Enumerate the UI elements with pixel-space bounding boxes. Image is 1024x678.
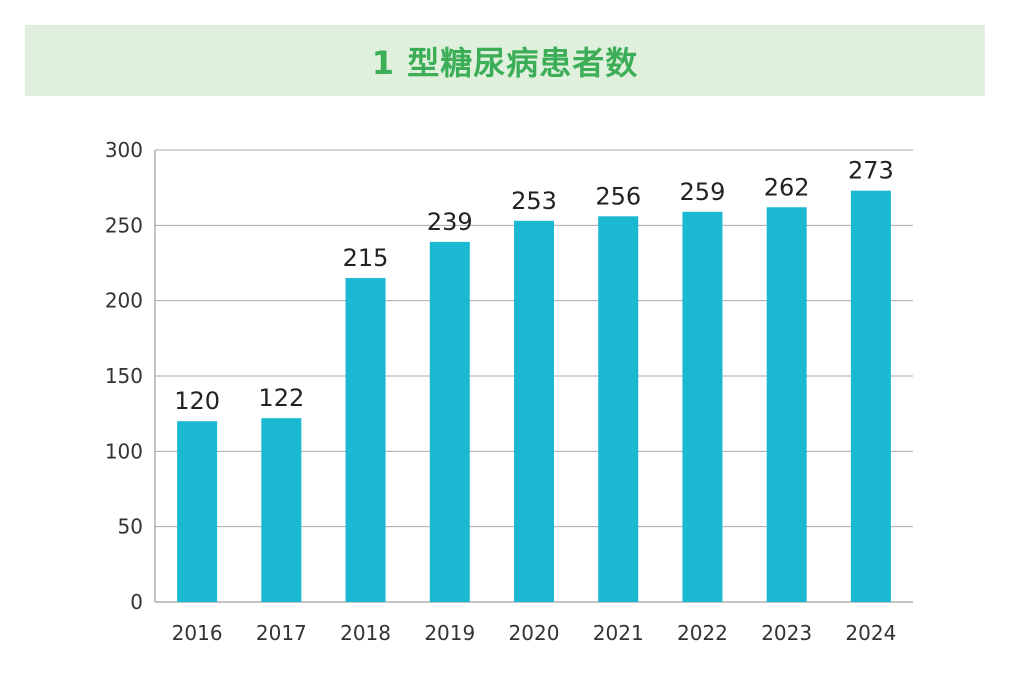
y-tick-label-200: 200 [105,289,143,313]
y-tick-label-100: 100 [105,439,143,463]
data-label-2021: 256 [595,182,641,210]
bar-2024 [850,190,891,602]
title-band: 1 型糖尿病患者数 [25,25,985,96]
x-tick-label-2019: 2019 [424,621,475,645]
y-tick-label-150: 150 [105,364,143,388]
y-tick-label-50: 50 [118,515,143,539]
x-tick-label-2017: 2017 [256,621,307,645]
data-label-2016: 120 [174,387,220,415]
x-tick-label-2022: 2022 [677,621,728,645]
x-tick-label-2024: 2024 [845,621,896,645]
bar-2018 [345,278,386,602]
x-tick-label-2018: 2018 [340,621,391,645]
y-tick-label-0: 0 [130,590,143,614]
data-label-2024: 273 [848,157,894,185]
x-tick-label-2016: 2016 [172,621,223,645]
data-label-2020: 253 [511,187,557,215]
x-tick-label-2021: 2021 [593,621,644,645]
bar-2017 [261,418,302,602]
bar-2020 [514,220,554,602]
data-label-2017: 122 [258,384,304,412]
data-label-2019: 239 [427,208,473,236]
y-tick-label-250: 250 [105,213,143,237]
x-tick-label-2023: 2023 [761,621,812,645]
data-label-2023: 262 [764,173,810,201]
bar-2022 [682,211,723,603]
bar-2023 [766,207,807,602]
data-label-2022: 259 [680,178,726,206]
bar-2021 [598,216,639,602]
data-label-2018: 215 [343,244,389,272]
bar-2016 [177,421,218,602]
chart-title: 1 型糖尿病患者数 [371,43,639,82]
bar-2019 [429,241,470,602]
y-tick-label-300: 300 [105,138,143,162]
x-tick-label-2020: 2020 [509,621,560,645]
